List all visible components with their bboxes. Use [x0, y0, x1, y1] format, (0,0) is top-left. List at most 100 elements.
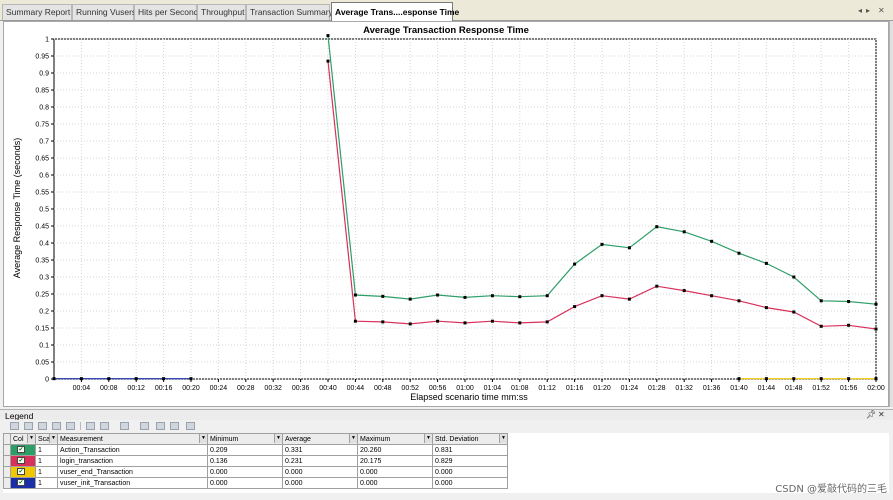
y-tick-label: 0.85: [35, 88, 49, 95]
scale-cell: 1: [35, 477, 58, 489]
series-color-cell[interactable]: ✔: [10, 477, 36, 489]
y-tick-label: 0.75: [35, 122, 49, 129]
series-color-cell[interactable]: ✔: [10, 455, 36, 467]
visibility-checkbox[interactable]: ✔: [17, 446, 25, 453]
hide-all-icon[interactable]: [24, 422, 33, 430]
row-handle[interactable]: [3, 466, 11, 478]
series-point: [408, 322, 412, 326]
y-tick-label: 0.4: [39, 241, 49, 248]
series-point: [600, 294, 604, 298]
filter-icon[interactable]: [66, 422, 75, 430]
view-description-icon[interactable]: [140, 422, 149, 430]
x-tick-label: 01:20: [593, 385, 611, 392]
x-tick-label: 01:32: [675, 385, 693, 392]
tab-summary-report[interactable]: Summary Report: [2, 4, 72, 20]
series-point: [573, 305, 577, 309]
measurement-cell: vuser_end_Transaction: [57, 466, 208, 478]
x-tick-label: 00:56: [429, 385, 447, 392]
series-point: [847, 323, 851, 327]
chevron-down-icon[interactable]: ▼: [27, 434, 35, 443]
series-color-cell[interactable]: ✔: [10, 466, 36, 478]
visibility-checkbox[interactable]: ✔: [17, 457, 25, 464]
series-point: [682, 289, 686, 293]
row-handle[interactable]: [3, 444, 11, 456]
tab-throughput[interactable]: Throughput: [197, 4, 246, 20]
chevron-down-icon[interactable]: ▼: [349, 434, 357, 443]
tab-average-transaction-response-time[interactable]: Average Trans....esponse Time: [331, 2, 459, 21]
tab-prev-icon[interactable]: ◂: [858, 6, 863, 15]
configure-measurement-icon[interactable]: [86, 422, 95, 430]
show-all-icon[interactable]: [10, 422, 19, 430]
export-icon[interactable]: [120, 422, 129, 430]
close-icon[interactable]: ✕: [878, 410, 885, 419]
tab-transaction-summary[interactable]: Transaction Summary: [246, 4, 333, 20]
configure-columns-icon[interactable]: [100, 422, 109, 430]
x-tick-label: 01:12: [538, 385, 556, 392]
x-tick-label: 00:36: [292, 385, 310, 392]
tab-running-vusers[interactable]: Running Vusers: [72, 4, 136, 20]
tab-close-icon[interactable]: ✕: [878, 6, 885, 15]
series-point: [436, 319, 440, 323]
chevron-down-icon[interactable]: ▼: [424, 434, 432, 443]
x-tick-label: 01:48: [785, 385, 803, 392]
column-header-scale[interactable]: Sca ▼: [35, 433, 58, 445]
row-handle[interactable]: [3, 455, 11, 467]
hide-selected-icon[interactable]: [52, 422, 61, 430]
series-color-swatch: ✔: [11, 467, 35, 477]
average-cell: 0.331: [282, 444, 358, 456]
column-header-minimum[interactable]: Minimum ▼: [207, 433, 283, 445]
legend-row[interactable]: ✔ 1 vuser_init_Transaction 0.000 0.000 0…: [3, 477, 508, 489]
x-tick-label: 01:24: [621, 385, 639, 392]
sort-icon[interactable]: [156, 422, 165, 430]
measurement-cell: Action_Transaction: [57, 444, 208, 456]
legend-row[interactable]: ✔ 1 vuser_end_Transaction 0.000 0.000 0.…: [3, 466, 508, 478]
settings-icon[interactable]: [186, 422, 195, 430]
y-tick-label: 0.3: [39, 275, 49, 282]
legend-table-container: Col ▼ Sca ▼ Measurement ▼ Minimum ▼ Average ▼…: [3, 433, 889, 493]
row-handle[interactable]: [3, 477, 11, 489]
y-tick-label: 0.6: [39, 173, 49, 180]
series-point: [792, 275, 796, 279]
y-tick-label: 0.65: [35, 156, 49, 163]
series-point: [545, 320, 549, 324]
tab-next-icon[interactable]: ▸: [866, 6, 871, 15]
visibility-checkbox[interactable]: ✔: [17, 468, 25, 475]
minimum-cell: 0.136: [207, 455, 283, 467]
column-header-color[interactable]: Col ▼: [10, 433, 36, 445]
series-point: [682, 230, 686, 234]
chevron-down-icon[interactable]: ▼: [49, 434, 57, 443]
scale-cell: 1: [35, 466, 58, 478]
series-color-cell[interactable]: ✔: [10, 444, 36, 456]
column-header-measurement[interactable]: Measurement ▼: [57, 433, 208, 445]
series-point: [134, 377, 138, 381]
x-tick-label: 01:08: [511, 385, 529, 392]
legend-header-row: Col ▼ Sca ▼ Measurement ▼ Minimum ▼ Average ▼…: [3, 433, 508, 445]
column-header-average[interactable]: Average ▼: [282, 433, 358, 445]
animate-icon[interactable]: [170, 422, 179, 430]
minimum-cell: 0.209: [207, 444, 283, 456]
pin-icon[interactable]: 📌︎: [866, 410, 877, 419]
y-tick-label: 0.9: [39, 71, 49, 78]
row-handle-header[interactable]: [3, 433, 11, 445]
std-deviation-cell: 0.000: [432, 466, 508, 478]
chevron-down-icon[interactable]: ▼: [499, 434, 507, 443]
series-point: [573, 262, 577, 266]
scale-cell: 1: [35, 444, 58, 456]
maximum-cell: 0.000: [357, 466, 433, 478]
column-header-std-deviation[interactable]: Std. Deviation ▼: [432, 433, 508, 445]
y-axis-label: Average Response Time (seconds): [12, 138, 22, 278]
chevron-down-icon[interactable]: ▼: [274, 434, 282, 443]
y-tick-label: 0.35: [35, 258, 49, 265]
legend-row[interactable]: ✔ 1 login_transaction 0.136 0.231 20.175…: [3, 455, 508, 467]
column-header-maximum[interactable]: Maximum ▼: [357, 433, 433, 445]
series-point: [326, 59, 330, 63]
x-tick-label: 00:20: [182, 385, 200, 392]
show-only-selected-icon[interactable]: [38, 422, 47, 430]
visibility-checkbox[interactable]: ✔: [17, 479, 25, 486]
legend-row[interactable]: ✔ 1 Action_Transaction 0.209 0.331 20.26…: [3, 444, 508, 456]
series-point: [189, 377, 193, 381]
y-tick-label: 0.15: [35, 326, 49, 333]
series-point: [436, 293, 440, 297]
tab-hits-per-second[interactable]: Hits per Second: [134, 4, 198, 20]
chevron-down-icon[interactable]: ▼: [199, 434, 207, 443]
